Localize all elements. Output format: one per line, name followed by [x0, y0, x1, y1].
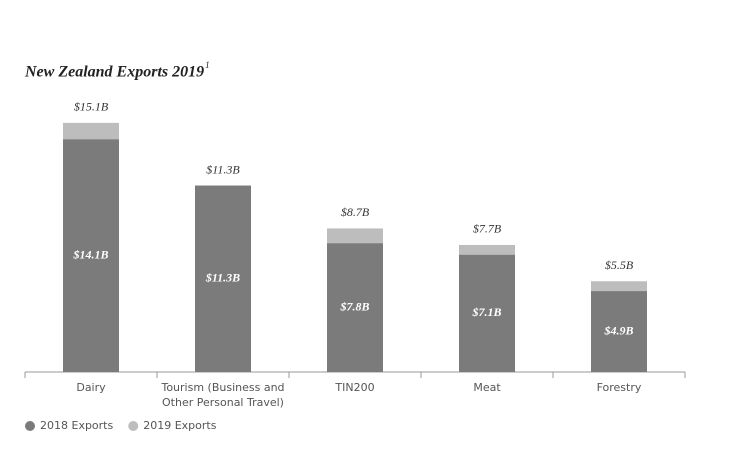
- value-label: $7.7B: [473, 222, 502, 236]
- x-tick-label: Tourism (Business and Other Personal Tra…: [161, 381, 285, 409]
- value-label: $15.1B: [74, 100, 109, 114]
- bar: [195, 185, 251, 372]
- value-label: $14.1B: [72, 247, 108, 261]
- bar: [327, 243, 383, 372]
- legend-label: 2019 Exports: [143, 419, 216, 432]
- x-tick-label: TIN200: [335, 381, 375, 394]
- title-superscript: 1: [205, 60, 210, 70]
- value-label: $8.7B: [341, 205, 370, 219]
- bar: [63, 139, 119, 372]
- value-label: $4.9B: [603, 323, 633, 337]
- value-label: $7.8B: [339, 299, 369, 313]
- value-label: $11.3B: [205, 271, 240, 285]
- x-tick-label: Dairy: [76, 381, 106, 394]
- value-label: $5.5B: [605, 258, 634, 272]
- legend-swatch: [128, 421, 139, 431]
- legend-swatch: [25, 421, 35, 431]
- legend-label: 2018 Exports: [40, 419, 113, 432]
- value-label: $11.3B: [206, 162, 240, 176]
- value-label: $7.1B: [471, 305, 501, 319]
- bar: [459, 254, 515, 372]
- bar: [591, 291, 647, 372]
- x-tick-label: Forestry: [596, 381, 642, 394]
- x-tick-label: Meat: [473, 381, 501, 394]
- chart-title: New Zealand Exports 2019: [24, 64, 204, 81]
